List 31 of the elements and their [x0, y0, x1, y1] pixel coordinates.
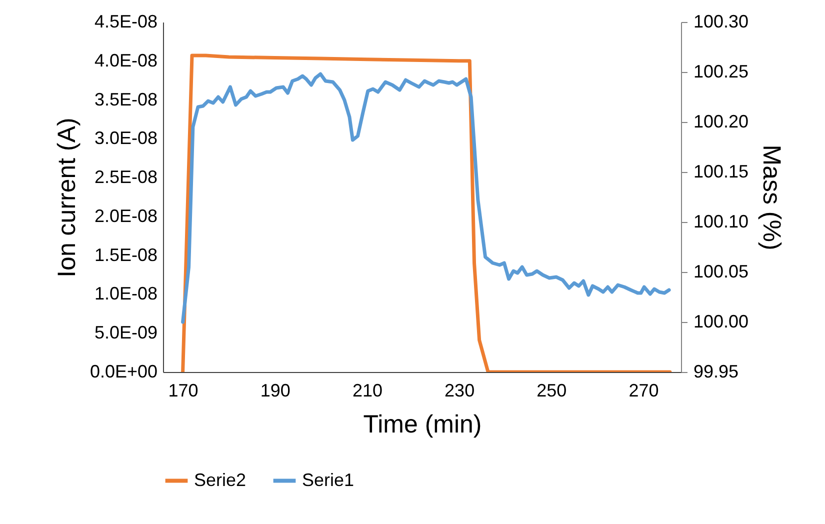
- line-series: [181, 54, 672, 372]
- line-series: [181, 72, 671, 324]
- y-tick-label: 3.0E-08: [94, 128, 158, 148]
- y-tick-label: 4.5E-08: [94, 12, 158, 32]
- y-axis-title: Ion current (A): [52, 118, 81, 278]
- y2-axis-title: Mass (%): [758, 144, 786, 250]
- y-tick-label: 1.0E-08: [94, 284, 158, 304]
- x-tick-label: 190: [260, 380, 290, 400]
- y-tick-label: 4.0E-08: [94, 50, 158, 70]
- y-tick-label: 0.0E+00: [90, 362, 158, 382]
- y2-tick-label: 100.00: [694, 312, 749, 332]
- x-axis-title: Time (min): [363, 410, 482, 438]
- y2-tick-label: 100.05: [694, 262, 749, 282]
- y2-tick-label: 100.15: [694, 162, 749, 182]
- y-tick-label: 2.5E-08: [94, 167, 158, 188]
- x-tick-label: 170: [168, 380, 198, 400]
- y2-tick-label: 100.10: [694, 212, 749, 232]
- y-tick-label: 2.0E-08: [94, 206, 158, 226]
- y2-tick-label: 99.95: [694, 362, 739, 382]
- legend-label: Serie1: [302, 470, 354, 490]
- y-tick-label: 1.5E-08: [94, 244, 158, 265]
- y-tick-label: 5.0E-09: [94, 322, 158, 343]
- y-tick-label: 3.5E-08: [94, 89, 158, 110]
- x-tick-label: 270: [628, 380, 659, 400]
- x-tick-label: 210: [352, 380, 382, 400]
- y2-tick-label: 100.20: [694, 112, 749, 132]
- y2-tick-label: 100.25: [694, 62, 749, 82]
- x-tick-label: 230: [444, 380, 475, 400]
- y2-tick-label: 100.30: [694, 12, 749, 32]
- x-tick-label: 250: [536, 380, 567, 400]
- legend-label: Serie2: [194, 470, 246, 490]
